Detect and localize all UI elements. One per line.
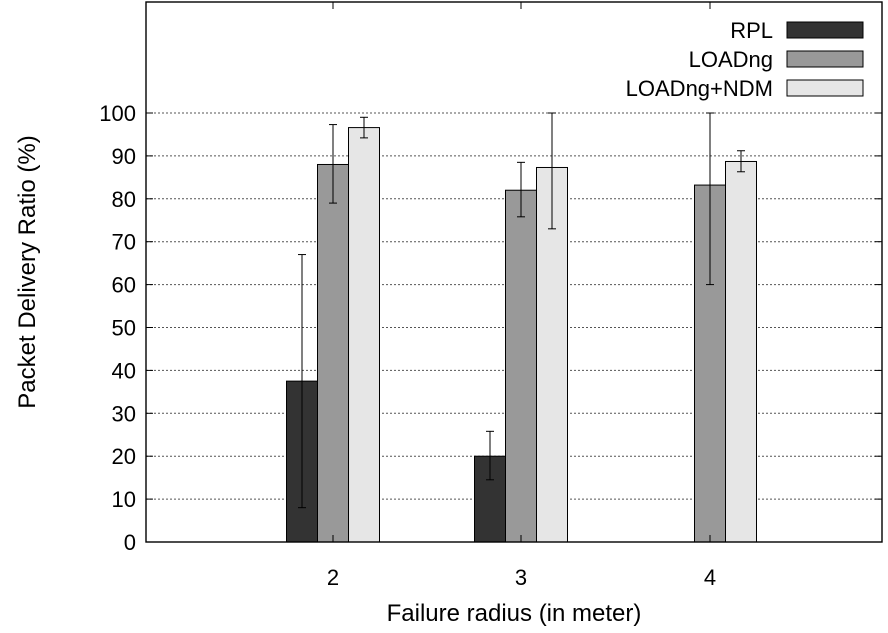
y-tick-label: 40 [112,358,136,383]
y-tick-label: 30 [112,401,136,426]
bar-loadng-ndm [348,127,380,543]
x-tick-label: 3 [515,565,527,590]
bar-loadng-ndm [725,160,757,543]
legend-swatch [786,79,864,97]
bar-loadng [317,163,349,543]
y-tick-label: 50 [112,316,136,341]
y-tick-label: 10 [112,487,136,512]
x-axis-ticks: 2 3 4 [327,2,716,590]
legend-label: RPL [730,18,773,43]
y-axis-ticks: 0 10 20 30 40 50 60 70 80 90 100 [99,101,882,555]
y-tick-label: 20 [112,444,136,469]
y-tick-label: 0 [124,530,136,555]
bars [286,127,757,543]
y-tick-label: 90 [112,144,136,169]
y-tick-label: 60 [112,273,136,298]
legend-swatch [786,21,864,39]
legend-label: LOADng+NDM [626,76,773,101]
bar-loadng [505,189,537,543]
y-tick-label: 80 [112,187,136,212]
x-tick-label: 2 [327,565,339,590]
x-tick-label: 4 [704,565,716,590]
x-axis-label: Failure radius (in meter) [387,600,642,627]
legend-swatch [786,50,864,68]
error-bars [298,112,745,509]
y-tick-label: 100 [99,101,136,126]
legend-label: LOADng [689,47,773,72]
y-axis-label: Packet Delivery Ratio (%) [14,135,41,408]
y-tick-label: 70 [112,230,136,255]
legend: RPL LOADng LOADng+NDM [626,18,864,101]
plot-frame [145,1,883,543]
